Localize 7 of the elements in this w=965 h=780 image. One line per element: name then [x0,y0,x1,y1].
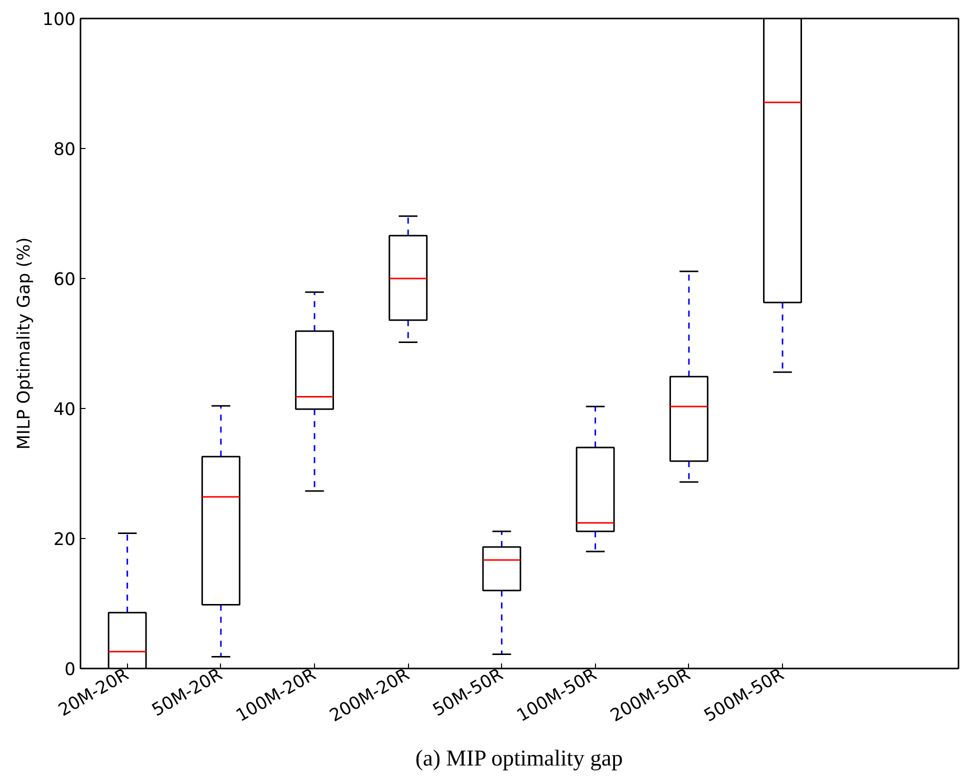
text: (a) MIP optimality gap [415,746,623,770]
y-tick-label: 60 [53,270,76,290]
y-tick-label: 40 [53,400,76,420]
y-tick-label: 100 [42,10,76,30]
y-tick-label: 80 [53,140,76,160]
y-axis-title: MILP Optimality Gap (%) [14,237,34,450]
y-tick-label: 20 [53,530,76,550]
